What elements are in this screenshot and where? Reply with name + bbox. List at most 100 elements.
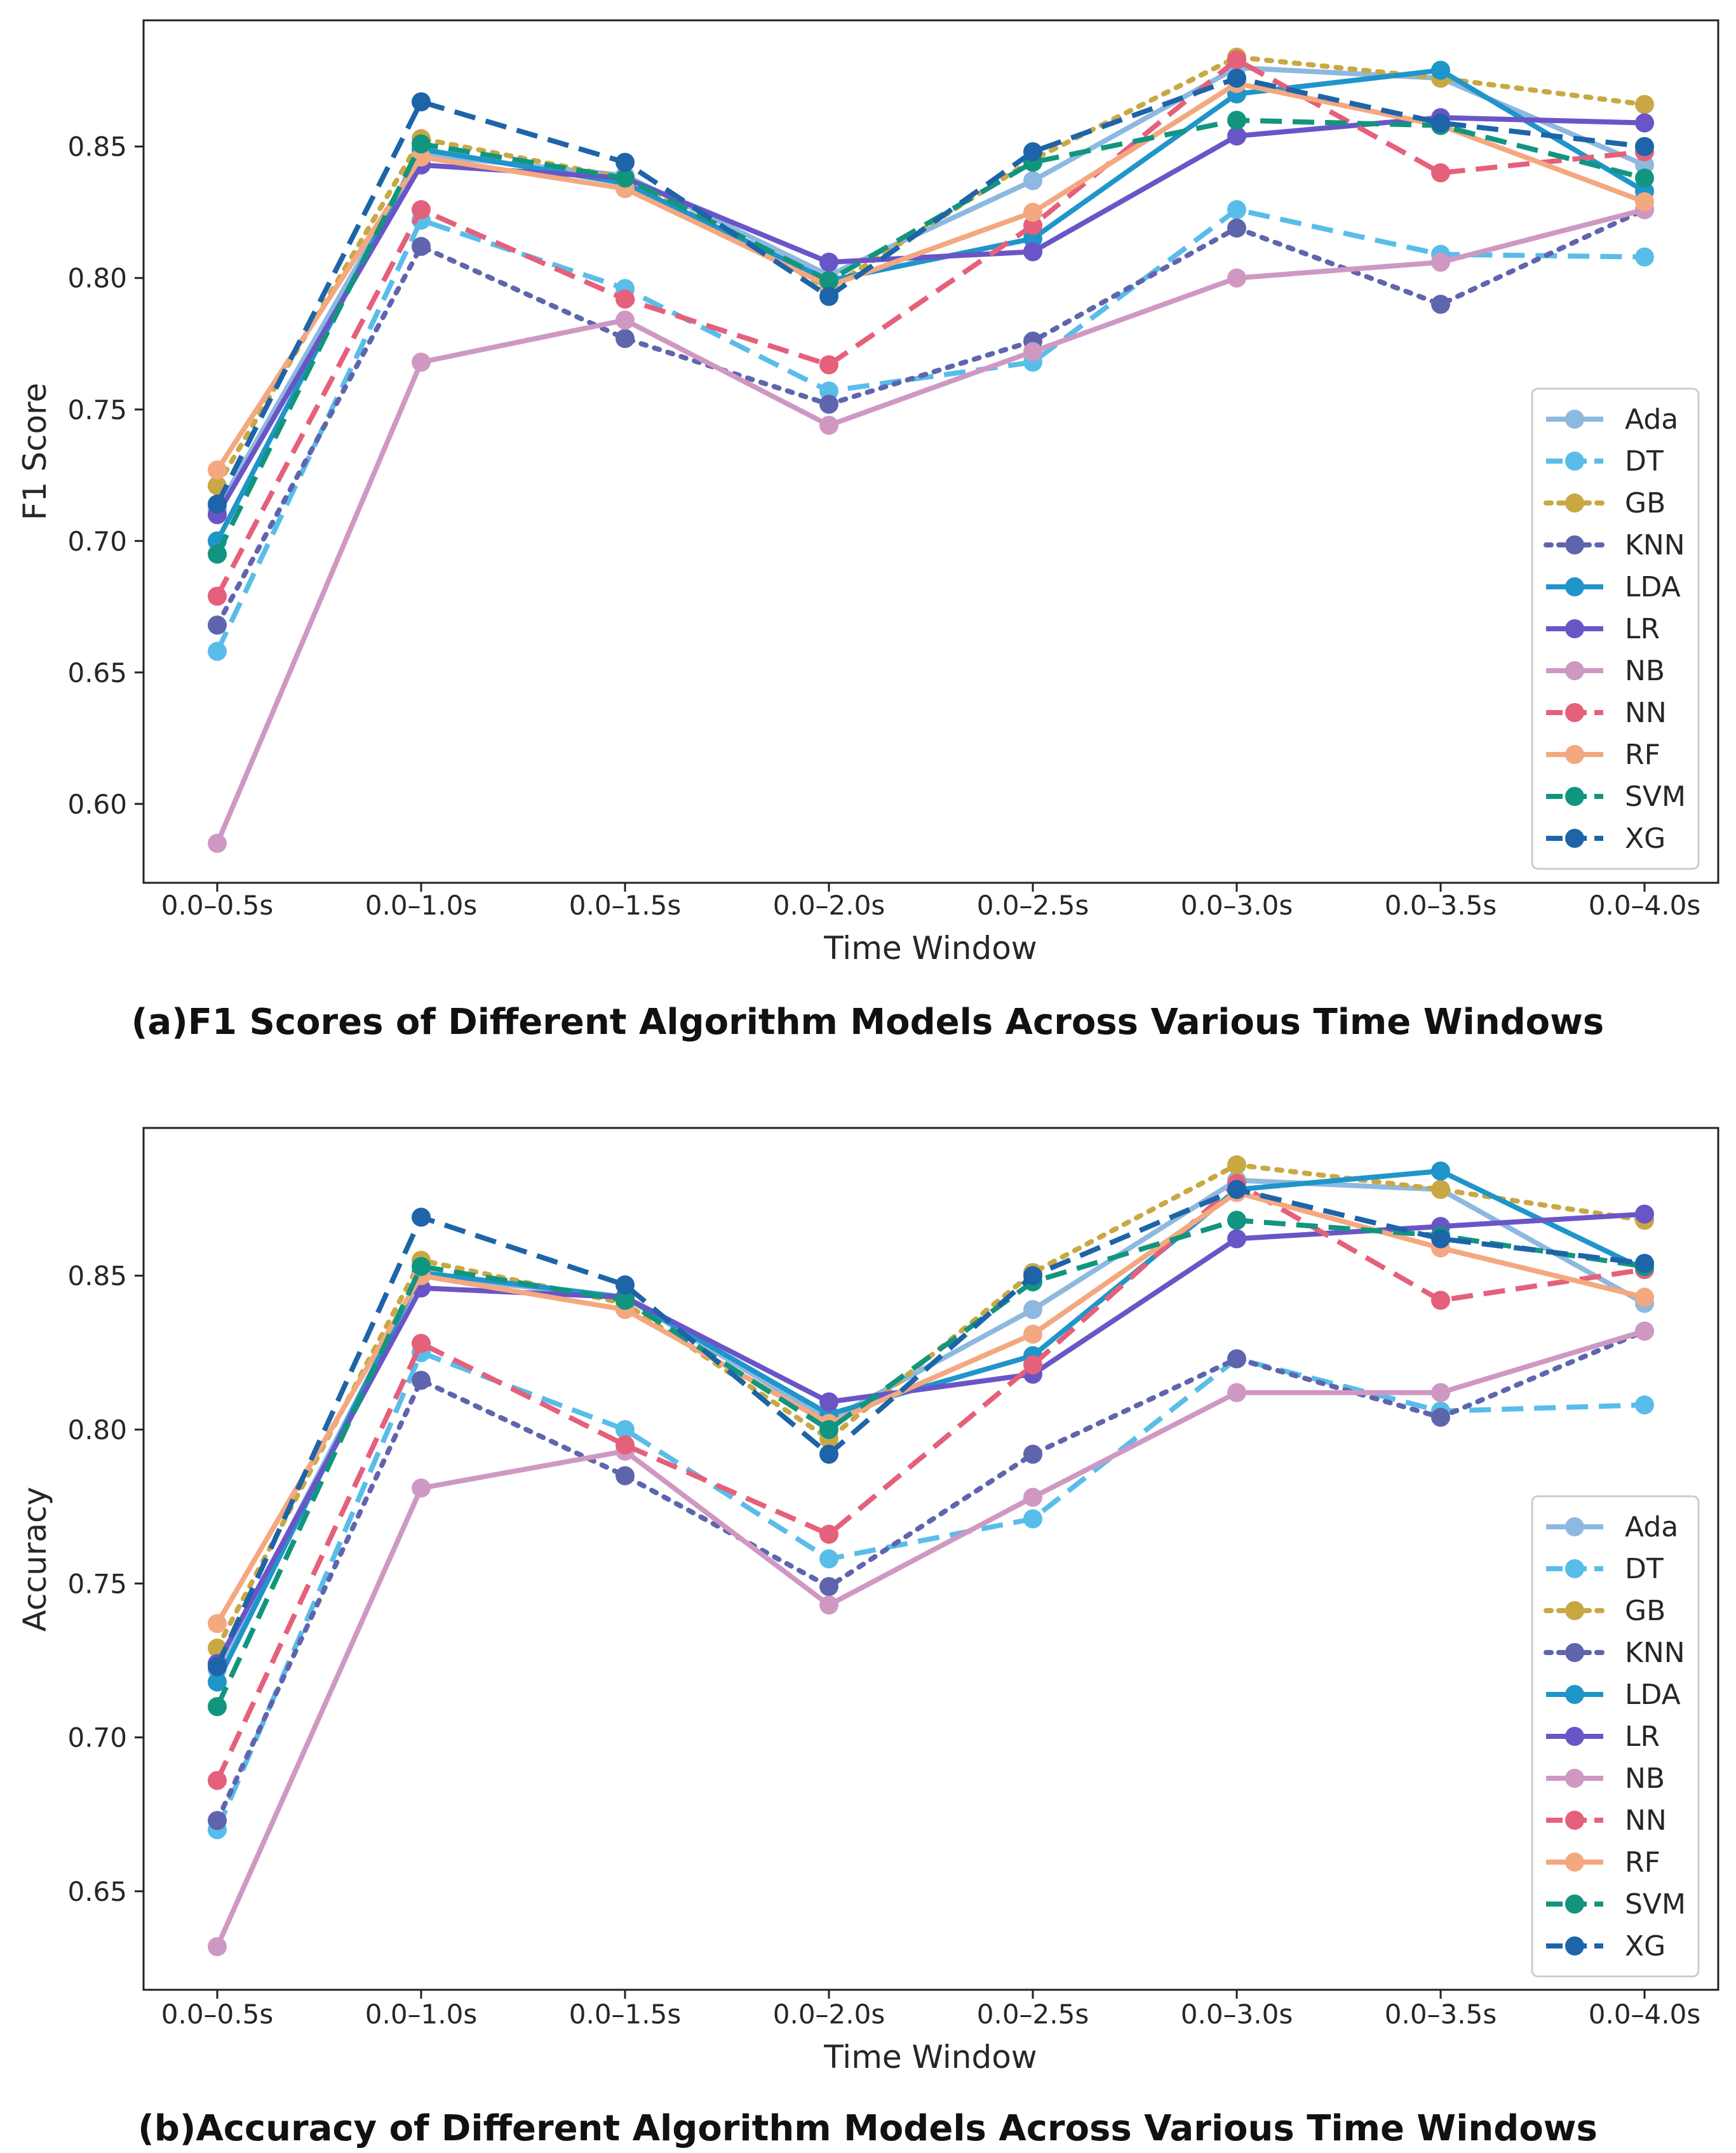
data-point bbox=[412, 200, 431, 220]
data-point bbox=[1023, 203, 1042, 222]
legend-item-nn: NN bbox=[1546, 1804, 1667, 1837]
data-point bbox=[412, 147, 431, 167]
data-point bbox=[1227, 1211, 1246, 1230]
legend-label: XG bbox=[1625, 1930, 1665, 1962]
data-point bbox=[412, 237, 431, 257]
data-series bbox=[208, 47, 1654, 853]
x-tick-label: 0.0–2.0s bbox=[773, 890, 885, 921]
legend-marker bbox=[1565, 577, 1584, 596]
data-point bbox=[1635, 1395, 1654, 1415]
legend-label: NB bbox=[1625, 1762, 1665, 1795]
legend-marker bbox=[1565, 1853, 1584, 1872]
legend-label: LR bbox=[1625, 613, 1660, 645]
data-point bbox=[412, 1334, 431, 1353]
legend-label: SVM bbox=[1625, 781, 1686, 813]
data-point bbox=[1431, 1291, 1450, 1310]
data-point bbox=[1431, 113, 1450, 133]
data-point bbox=[1431, 295, 1450, 314]
legend-item-xg: XG bbox=[1546, 822, 1665, 855]
legend-marker bbox=[1565, 1517, 1584, 1536]
data-point bbox=[1023, 1509, 1042, 1529]
data-point bbox=[1635, 1254, 1654, 1273]
accuracy-chart: 0.650.700.750.800.85 0.0–0.5s 0.0–1.0s 0.0… bbox=[17, 1127, 1719, 2149]
data-point bbox=[616, 289, 635, 309]
data-point bbox=[1431, 1407, 1450, 1427]
data-point bbox=[819, 1549, 838, 1569]
data-point bbox=[1023, 1487, 1042, 1507]
y-axis-ticks: 0.65 0.70 0.75 0.80 0.85 bbox=[67, 1261, 144, 1907]
data-point bbox=[1023, 1266, 1042, 1285]
series-line bbox=[215, 76, 1645, 506]
legend-label: LDA bbox=[1625, 1679, 1681, 1711]
data-point bbox=[1431, 1383, 1450, 1402]
data-point bbox=[1227, 69, 1246, 88]
data-point bbox=[616, 168, 635, 188]
legend-item-svm: SVM bbox=[1546, 781, 1686, 813]
legend-label: RF bbox=[1625, 1846, 1660, 1879]
legend-marker bbox=[1565, 1727, 1584, 1746]
legend-label: GB bbox=[1625, 1595, 1665, 1627]
data-point bbox=[208, 494, 227, 514]
data-point bbox=[616, 1291, 635, 1310]
legend-item-lda: LDA bbox=[1546, 1679, 1681, 1711]
data-point bbox=[208, 1697, 227, 1717]
data-point bbox=[1227, 111, 1246, 130]
x-tick-label: 0.0–1.0s bbox=[365, 890, 477, 921]
legend-item-nn: NN bbox=[1546, 697, 1667, 729]
x-tick-label: 0.0–1.0s bbox=[365, 1999, 477, 2030]
legend-marker bbox=[1565, 1559, 1584, 1578]
data-point bbox=[616, 328, 635, 348]
y-tick-label: 0.75 bbox=[67, 1568, 127, 1599]
plot-area-frame bbox=[142, 19, 1719, 884]
legend-label: Ada bbox=[1625, 1511, 1678, 1543]
legend-marker bbox=[1565, 1895, 1584, 1914]
y-tick-label: 0.60 bbox=[67, 789, 127, 820]
data-point bbox=[1431, 163, 1450, 183]
data-point bbox=[1635, 1321, 1654, 1341]
legend-item-lda: LDA bbox=[1546, 571, 1681, 603]
legend-item-rf: RF bbox=[1546, 1846, 1660, 1879]
y-tick-label: 0.65 bbox=[67, 1876, 127, 1907]
data-point bbox=[208, 1672, 227, 1692]
x-tick-label: 0.0–2.5s bbox=[977, 1999, 1089, 2030]
y-tick-label: 0.65 bbox=[67, 657, 127, 688]
legend-marker bbox=[1565, 703, 1584, 722]
data-point bbox=[616, 152, 635, 172]
x-tick-label: 0.0–2.5s bbox=[977, 890, 1089, 921]
data-point bbox=[1227, 268, 1246, 288]
x-tick-label: 0.0–2.0s bbox=[773, 1999, 885, 2030]
data-point bbox=[1023, 142, 1042, 162]
series-line bbox=[215, 57, 1645, 598]
data-point bbox=[412, 352, 431, 372]
data-point bbox=[208, 1657, 227, 1677]
data-point bbox=[1227, 1155, 1246, 1175]
chart-caption: (b)Accuracy of Different Algorithm Model… bbox=[138, 2108, 1598, 2149]
legend-label: DT bbox=[1625, 445, 1664, 478]
data-point bbox=[1227, 50, 1246, 70]
legend-item-dt: DT bbox=[1546, 445, 1664, 478]
data-point bbox=[1023, 242, 1042, 262]
legend: Ada DT GB KNN LDA LR NB NN RF SVM XG bbox=[1531, 387, 1700, 870]
x-tick-label: 0.0–0.5s bbox=[161, 1999, 273, 2030]
data-point bbox=[1635, 113, 1654, 133]
y-tick-label: 0.75 bbox=[67, 394, 127, 426]
legend-label: KNN bbox=[1625, 1637, 1685, 1669]
data-point bbox=[1635, 1287, 1654, 1307]
series-xg bbox=[208, 1179, 1654, 1677]
y-tick-label: 0.85 bbox=[67, 131, 127, 163]
legend-label: RF bbox=[1625, 739, 1660, 771]
legend-marker bbox=[1565, 787, 1584, 806]
data-point bbox=[208, 460, 227, 480]
data-point bbox=[1023, 215, 1042, 235]
series-line bbox=[215, 1328, 1647, 1823]
y-axis-ticks: 0.60 0.65 0.70 0.75 0.80 0.85 bbox=[67, 131, 144, 820]
x-axis-title: Time Window bbox=[823, 2039, 1037, 2076]
data-point bbox=[616, 1435, 635, 1455]
data-point bbox=[819, 355, 838, 375]
data-point bbox=[1023, 1444, 1042, 1464]
legend-label: Ada bbox=[1625, 403, 1678, 436]
data-point bbox=[616, 1466, 635, 1486]
data-point bbox=[412, 92, 431, 112]
series-line bbox=[215, 1329, 1646, 1948]
